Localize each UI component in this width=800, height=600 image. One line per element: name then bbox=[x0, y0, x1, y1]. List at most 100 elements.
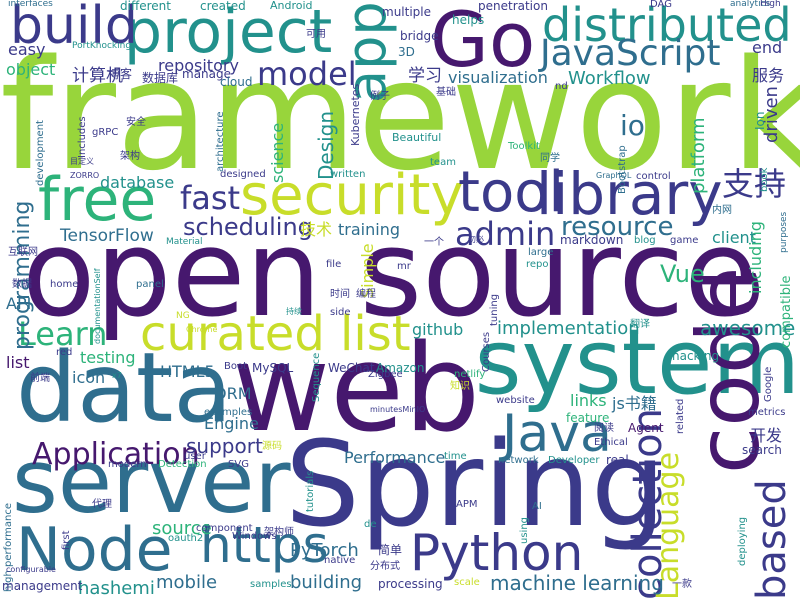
cloud-word: GraphQL bbox=[596, 171, 632, 180]
cloud-word: designed bbox=[220, 169, 266, 180]
cloud-word: using bbox=[519, 516, 530, 544]
cloud-word: Includes bbox=[77, 116, 88, 158]
cloud-word: analytics bbox=[730, 0, 771, 9]
cloud-word: PortKnocking bbox=[72, 41, 132, 51]
cloud-word: 例子 bbox=[370, 91, 390, 102]
cloud-word: Windows bbox=[232, 531, 277, 542]
cloud-word: TensorFlow bbox=[60, 226, 154, 246]
cloud-word: 一个 bbox=[424, 237, 444, 248]
cloud-word: manage bbox=[182, 67, 232, 81]
cloud-word: 博客 bbox=[108, 67, 133, 81]
cloud-word: compatible bbox=[779, 275, 794, 348]
cloud-word: 简单 bbox=[378, 543, 403, 557]
cloud-word: Java bbox=[502, 404, 612, 464]
cloud-word: data bbox=[16, 332, 233, 444]
cloud-word: 安全 bbox=[126, 117, 146, 128]
cloud-word: 基础 bbox=[436, 87, 456, 98]
cloud-word: 知识 bbox=[450, 381, 470, 392]
cloud-word: links bbox=[570, 391, 607, 410]
cloud-word: game bbox=[670, 235, 699, 246]
cloud-word: 可用 bbox=[306, 29, 326, 40]
cloud-word: SVG bbox=[228, 459, 249, 470]
cloud-word: Application bbox=[32, 437, 200, 472]
cloud-word: web bbox=[232, 320, 481, 459]
cloud-word: curated list bbox=[140, 306, 411, 362]
cloud-word: list bbox=[6, 353, 30, 372]
cloud-word: x7 bbox=[112, 371, 122, 380]
cloud-word: development bbox=[35, 120, 46, 186]
cloud-word: 编程 bbox=[356, 289, 376, 300]
cloud-word: search bbox=[742, 443, 782, 457]
cloud-word: Workflow bbox=[568, 68, 651, 89]
cloud-word: first bbox=[61, 530, 72, 550]
cloud-word: team bbox=[430, 157, 456, 168]
cloud-word: Android bbox=[270, 0, 313, 12]
cloud-word: visualization bbox=[448, 68, 548, 87]
cloud-word: file bbox=[326, 259, 342, 270]
cloud-word: 技术 bbox=[300, 220, 333, 239]
cloud-word: 时间 bbox=[330, 289, 350, 300]
cloud-word: 源码 bbox=[262, 441, 282, 452]
cloud-word: mobile bbox=[156, 572, 218, 593]
cloud-word: Spring bbox=[285, 415, 666, 553]
cloud-word: AI bbox=[532, 501, 542, 512]
cloud-word: Material bbox=[166, 237, 203, 247]
cloud-word: end bbox=[752, 38, 783, 57]
cloud-word: framework bbox=[0, 27, 800, 204]
cloud-word: support bbox=[186, 434, 263, 458]
cloud-word: object bbox=[6, 60, 56, 79]
cloud-word: easy bbox=[8, 40, 46, 59]
cloud-word: NG bbox=[176, 311, 190, 321]
cloud-word: 前端 bbox=[30, 373, 50, 384]
cloud-word: mr bbox=[397, 261, 411, 272]
cloud-word: github bbox=[412, 320, 464, 339]
cloud-word: metrics bbox=[748, 407, 786, 418]
cloud-word: database bbox=[100, 173, 175, 192]
cloud-word: network bbox=[498, 455, 539, 466]
cloud-word: cloud bbox=[220, 75, 253, 89]
cloud-word: building bbox=[290, 572, 363, 593]
cloud-word: Vue bbox=[660, 260, 705, 288]
cloud-word: book bbox=[759, 167, 770, 192]
cloud-word: Agent bbox=[628, 421, 664, 435]
cloud-word: icon bbox=[72, 368, 106, 387]
cloud-word: documentationSelf bbox=[93, 267, 102, 344]
cloud-word: created bbox=[200, 0, 246, 13]
cloud-word: repository bbox=[158, 56, 239, 75]
cloud-word: native bbox=[324, 555, 356, 566]
cloud-word: large bbox=[528, 247, 554, 258]
cloud-word: open source bbox=[22, 205, 759, 344]
cloud-word: Courses bbox=[481, 331, 492, 372]
cloud-word: Beautiful bbox=[392, 131, 442, 144]
cloud-word: feature bbox=[566, 411, 610, 425]
cloud-word: 服务 bbox=[752, 66, 785, 85]
cloud-word: APM bbox=[456, 499, 478, 510]
cloud-word: deploying bbox=[737, 516, 748, 566]
cloud-word: build bbox=[10, 0, 138, 56]
cloud-word: 一款 bbox=[672, 579, 692, 590]
cloud-word: 计算机 bbox=[72, 66, 123, 86]
cloud-word: 学习 bbox=[408, 66, 442, 86]
cloud-word: scale bbox=[454, 577, 480, 588]
cloud-word: ZORRO bbox=[70, 171, 100, 180]
cloud-word: tutorials bbox=[305, 470, 316, 512]
cloud-word: multiple bbox=[382, 5, 432, 19]
cloud-word: management bbox=[2, 579, 83, 593]
cloud-word: bridge bbox=[400, 29, 439, 43]
cloud-word: 持续 bbox=[286, 307, 302, 316]
cloud-word: 互联网 bbox=[8, 247, 38, 258]
cloud-word: 分布式 bbox=[370, 561, 400, 572]
cloud-word: control bbox=[636, 171, 671, 182]
cloud-word: science bbox=[268, 122, 287, 184]
cloud-word: penetration bbox=[478, 0, 548, 13]
cloud-word: Performance bbox=[344, 448, 446, 467]
cloud-word: side bbox=[330, 307, 351, 318]
cloud-word: admin bbox=[455, 215, 556, 253]
cloud-word: WeChat bbox=[328, 361, 375, 375]
cloud-word: platform bbox=[688, 117, 709, 195]
cloud-word: Python bbox=[410, 524, 584, 582]
cloud-word: different bbox=[120, 0, 171, 13]
cloud-word: PyTorch bbox=[290, 540, 359, 561]
cloud-word: 开发 bbox=[750, 426, 783, 445]
cloud-word: time bbox=[444, 451, 467, 462]
